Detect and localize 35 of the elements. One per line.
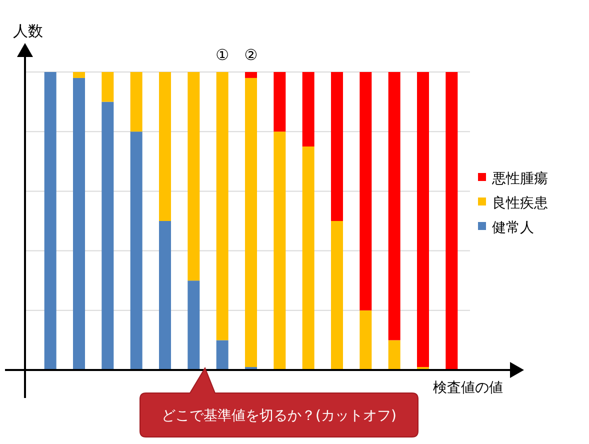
bar [245, 78, 257, 368]
bar [388, 340, 400, 370]
bar [188, 72, 200, 281]
bar [73, 72, 85, 78]
bar [274, 132, 286, 370]
x-axis-title: 検査値の値 [433, 380, 503, 396]
bar [302, 146, 314, 370]
legend-label: 健常人 [492, 220, 534, 236]
bar [331, 72, 343, 221]
bar [102, 72, 114, 102]
bar [130, 72, 142, 132]
bar [417, 72, 429, 368]
text: ② [244, 46, 258, 64]
bar [44, 72, 56, 370]
y-axis-title: 人数 [13, 22, 43, 40]
bar [130, 132, 142, 370]
bar [360, 72, 372, 310]
bar [302, 72, 314, 146]
bar [216, 72, 228, 340]
bar [245, 72, 257, 78]
bar [159, 72, 171, 221]
bar [331, 221, 343, 370]
bar [159, 221, 171, 370]
bar [216, 340, 228, 370]
bar [360, 310, 372, 370]
bar [388, 72, 400, 340]
bar [446, 72, 458, 370]
legend-label: 悪性腫瘍 [491, 171, 548, 187]
text: ① [216, 46, 230, 64]
bar [73, 78, 85, 370]
bar [102, 102, 114, 370]
bar [188, 280, 200, 370]
legend-label: 良性疾患 [492, 196, 548, 212]
callout: どこで基準値を切るか？(カットオフ) [140, 368, 418, 438]
bar [274, 72, 286, 132]
